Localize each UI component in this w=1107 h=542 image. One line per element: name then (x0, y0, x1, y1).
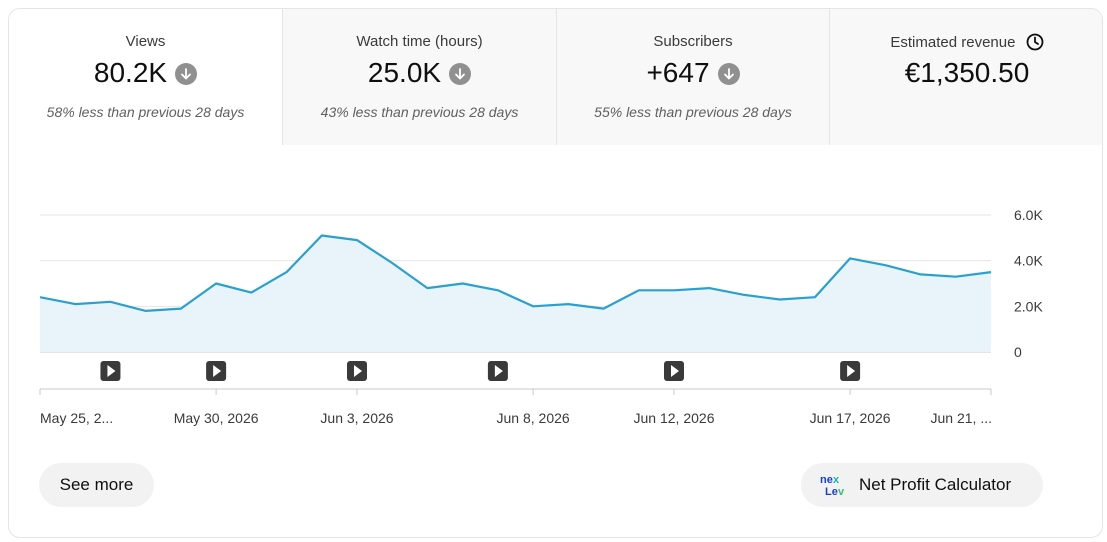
svg-text:Le: Le (825, 486, 838, 498)
metric-label: Subscribers (653, 33, 733, 50)
metric-comparison: 55% less than previous 28 days (594, 104, 792, 120)
down-arrow-icon (449, 63, 472, 85)
x-tick-label: Jun 12, 2026 (634, 410, 715, 426)
metric-value: €1,350.50 (904, 57, 1030, 88)
series-area (40, 235, 991, 352)
down-arrow-icon (717, 63, 740, 85)
metric-subscribers-tab[interactable]: Subscribers +647 55% less than previous … (556, 9, 829, 145)
see-more-label: See more (59, 475, 134, 494)
y-tick-label: 0 (1014, 344, 1022, 360)
metric-label: Views (125, 33, 166, 50)
clock-icon (1026, 33, 1044, 55)
views-chart: 0 2.0K 4.0K 6.0K May 25, 2... May 30, 2026 Jun… (39, 207, 1043, 426)
metric-revenue-tab[interactable]: Estimated revenue €1,350.50 (829, 9, 1102, 145)
metric-value: 80.2K (93, 57, 168, 88)
svg-text:ne: ne (820, 474, 833, 486)
video-marker-play-icon[interactable] (664, 361, 684, 381)
svg-text:x: x (833, 474, 840, 486)
metric-value: 25.0K (367, 57, 442, 88)
series-line (39, 234, 992, 312)
x-tick-label: Jun 3, 2026 (320, 410, 393, 426)
see-more-button[interactable]: See more (39, 463, 154, 507)
metric-watch-time-tab[interactable]: Watch time (hours) 25.0K 43% less than p… (282, 9, 556, 145)
metric-label: Estimated revenue (890, 34, 1016, 51)
y-tick-label: 4.0K (1014, 253, 1043, 269)
video-marker-play-icon[interactable] (840, 361, 861, 381)
metric-label: Watch time (hours) (356, 33, 483, 50)
analytics-card: Views 80.2K 58% less than previous 28 da… (8, 8, 1103, 538)
video-marker-play-icon[interactable] (206, 361, 227, 381)
x-tick-label: May 30, 2026 (174, 410, 259, 426)
net-profit-calculator-button[interactable]: ne x Le v Net Profit Calculator (801, 463, 1043, 507)
metrics-row: Views 80.2K 58% less than previous 28 da… (9, 9, 1102, 145)
nexlev-logo-icon: ne x Le v (819, 472, 849, 498)
net-profit-calculator-label: Net Profit Calculator (859, 475, 1012, 494)
metric-comparison: 58% less than previous 28 days (46, 104, 245, 120)
x-tick-label: Jun 8, 2026 (497, 410, 570, 426)
y-tick-label: 6.0K (1014, 207, 1043, 223)
y-tick-label: 2.0K (1014, 298, 1043, 314)
x-tick-label: Jun 17, 2026 (810, 410, 891, 426)
metric-views-tab[interactable]: Views 80.2K 58% less than previous 28 da… (9, 9, 282, 145)
svg-text:v: v (838, 486, 845, 498)
video-marker-play-icon[interactable] (487, 361, 508, 381)
metric-value: +647 (646, 57, 710, 88)
video-marker-play-icon[interactable] (347, 361, 367, 381)
metric-comparison: 43% less than previous 28 days (320, 104, 519, 120)
x-tick-label: May 25, 2... (40, 410, 113, 426)
video-marker-play-icon[interactable] (100, 361, 121, 381)
down-arrow-icon (175, 63, 198, 85)
x-tick-label: Jun 21, ... (931, 410, 992, 426)
